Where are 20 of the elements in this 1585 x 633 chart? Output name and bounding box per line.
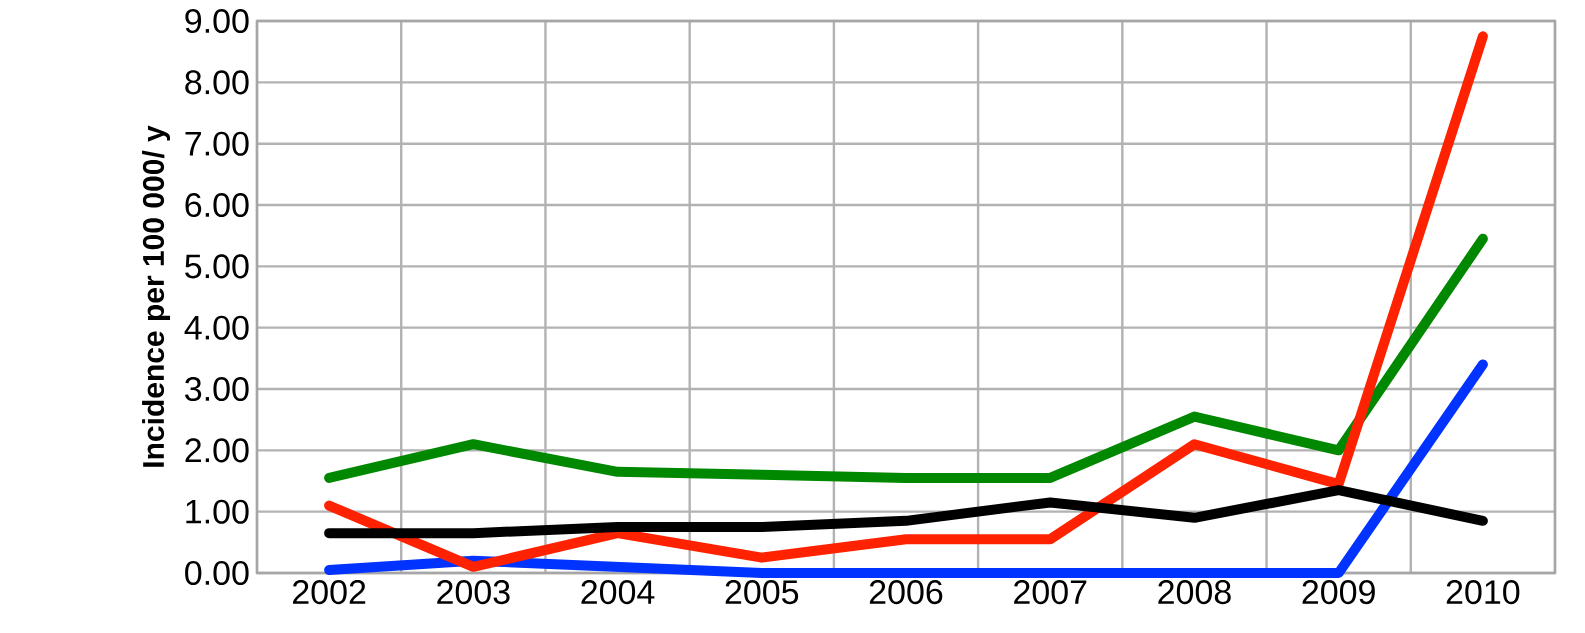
- y-tick-label: 4.00: [184, 315, 249, 340]
- y-tick-label: 1.00: [186, 499, 249, 524]
- y-tick-label: 0.00: [185, 560, 249, 586]
- x-tick-label: 2003: [437, 580, 510, 605]
- y-tick-label: 2.00: [185, 438, 249, 463]
- x-tick-label: 2009: [1302, 580, 1375, 605]
- y-tick-label: 9.00: [185, 8, 249, 34]
- y-tick-label: 7.00: [185, 131, 249, 156]
- x-tick-label: 2004: [581, 580, 655, 605]
- x-tick-label: 2010: [1446, 580, 1520, 605]
- y-tick-label: 3.00: [185, 376, 249, 402]
- x-tick-label: 2008: [1158, 580, 1231, 605]
- x-tick-label: 2005: [725, 580, 799, 605]
- y-tick-label: 6.00: [185, 192, 249, 218]
- y-tick-label: 5.00: [185, 254, 249, 279]
- y-axis-title: Incidence per 100 000/ y: [142, 125, 171, 467]
- x-tick-label: 2007: [1014, 580, 1087, 605]
- x-tick-label: 2002: [293, 580, 366, 605]
- y-tick-label: 8.00: [185, 70, 249, 95]
- x-tick-label: 2006: [869, 580, 943, 605]
